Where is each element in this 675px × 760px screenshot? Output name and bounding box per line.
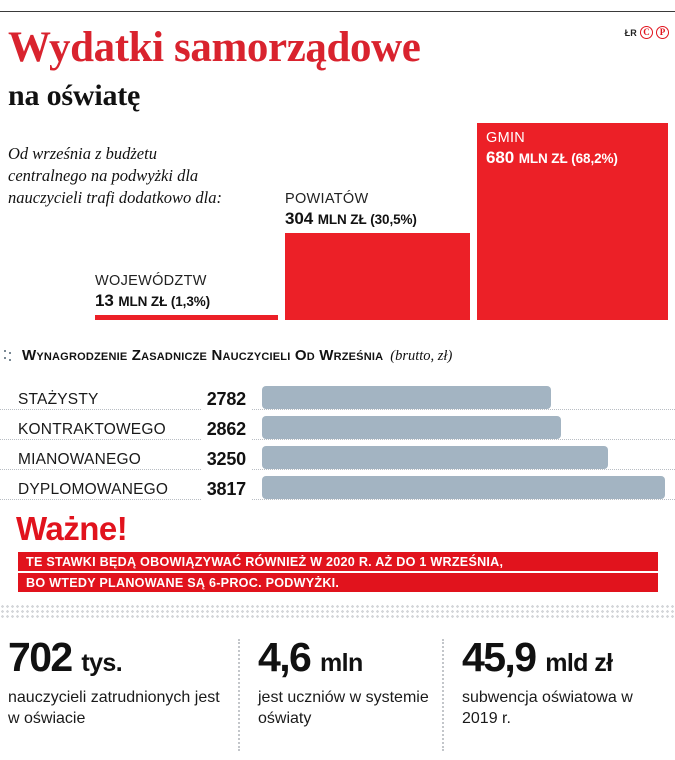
page-title: Wydatki samorządowe <box>8 24 421 71</box>
bar-value-number-powiatow: 304 <box>285 208 314 228</box>
stat-teachers: 702 tys. nauczycieli zatrudnionych jest … <box>8 637 230 729</box>
stat-subsidy-value: 45,9 mld zł <box>462 634 613 680</box>
stat-divider-1 <box>238 639 240 751</box>
bar-value-number-gmin: 680 <box>486 148 515 168</box>
table-row: STAŻYSTY 2782 <box>0 383 675 413</box>
stat-divider-2 <box>442 639 444 751</box>
salary-label-kontraktowego: KONTRAKTOWEGO <box>18 421 170 439</box>
bar-chart: WOJEWÓDZTW 13 MLN ZŁ (1,3%) POWIATÓW 304… <box>0 110 675 320</box>
stat-teachers-value: 702 tys. <box>8 634 123 680</box>
bar-column-gmin: GMIN 680 MLN ZŁ (68,2%) <box>477 123 668 320</box>
intro-paragraph: Od września z budżetu centralnego na pod… <box>8 144 223 207</box>
salary-label-mianowanego: MIANOWANEGO <box>18 451 146 469</box>
table-row: KONTRAKTOWEGO 2862 <box>0 413 675 443</box>
summary-stats: 702 tys. nauczycieli zatrudnionych jest … <box>0 637 675 757</box>
bar-label-gmin: GMIN 680 MLN ZŁ (68,2%) <box>486 129 618 168</box>
dotted-separator-band <box>0 603 675 619</box>
bar-value-gmin: 680 MLN ZŁ (68,2%) <box>486 147 618 168</box>
important-heading: Ważne! <box>16 510 128 547</box>
stat-students-desc: jest uczniów w systemie oświaty <box>258 689 429 728</box>
stat-teachers-unit: tys. <box>81 649 123 677</box>
important-banner-line2: BO WTEDY PLANOWANE SĄ 6-PROC. PODWYŻKI. <box>18 573 658 592</box>
stat-students-unit: mln <box>320 649 363 677</box>
salary-bar-dyplomowanego <box>262 476 665 499</box>
stat-subsidy-desc: subwencja oświatowa w 2019 r. <box>462 689 633 728</box>
top-divider <box>0 11 675 12</box>
bar-rect-powiatow <box>285 233 470 320</box>
salary-bar-mianowanego <box>262 446 608 469</box>
salary-section-note: (brutto, zł) <box>390 348 453 364</box>
stat-teachers-desc: nauczycieli zatrudnionych jest w oświaci… <box>8 689 220 728</box>
table-row: DYPLOMOWANEGO 3817 <box>0 473 675 503</box>
salary-label-stazysty: STAŻYSTY <box>18 391 103 409</box>
salary-label-dyplomowanego: DYPLOMOWANEGO <box>18 481 173 499</box>
bar-value-number-wojewodztw: 13 <box>95 290 114 310</box>
stat-subsidy: 45,9 mld zł subwencja oświatowa w 2019 r… <box>462 637 667 729</box>
bar-value-rest-gmin: MLN ZŁ (68,2%) <box>518 151 618 167</box>
row-leader-dots <box>0 409 675 410</box>
salary-section-header: Wynagrodzenie zasadnicze nauczycieli od … <box>22 347 452 365</box>
credit-badge: ŁR C P <box>625 26 669 39</box>
bar-value-rest-powiatow: MLN ZŁ (30,5%) <box>317 211 417 227</box>
copyright-icon: C <box>640 26 653 39</box>
important-banner-line1: TE STAWKI BĘDĄ OBOWIĄZYWAĆ RÓWNIEŻ W 202… <box>18 552 658 571</box>
row-leader-dots <box>0 469 675 470</box>
bar-rect-gmin: GMIN 680 MLN ZŁ (68,2%) <box>477 123 668 320</box>
bar-column-wojewodztw: WOJEWÓDZTW 13 MLN ZŁ (1,3%) <box>95 273 278 320</box>
row-leader-dots <box>0 439 675 440</box>
bar-value-wojewodztw: 13 MLN ZŁ (1,3%) <box>95 290 210 311</box>
salary-bar-stazysty <box>262 386 551 409</box>
bar-name-gmin: GMIN <box>486 130 526 146</box>
section-dot-icon <box>4 350 15 363</box>
bar-label-powiatow: POWIATÓW 304 MLN ZŁ (30,5%) <box>285 190 417 229</box>
bar-column-powiatow: POWIATÓW 304 MLN ZŁ (30,5%) <box>285 191 470 320</box>
stat-subsidy-unit: mld zł <box>545 649 613 677</box>
salary-section-title: Wynagrodzenie zasadnicze nauczycieli od … <box>22 347 384 364</box>
bar-name-wojewodztw: WOJEWÓDZTW <box>95 272 207 289</box>
bar-label-wojewodztw: WOJEWÓDZTW 13 MLN ZŁ (1,3%) <box>95 272 210 311</box>
author-initials: ŁR <box>624 27 637 38</box>
salary-table: STAŻYSTY 2782 KONTRAKTOWEGO 2862 MIANOWA… <box>0 383 675 503</box>
row-leader-dots <box>0 499 675 500</box>
bar-value-rest-wojewodztw: MLN ZŁ (1,3%) <box>118 293 211 309</box>
bar-value-powiatow: 304 MLN ZŁ (30,5%) <box>285 208 417 229</box>
page-subtitle: na oświatę <box>8 79 141 112</box>
table-row: MIANOWANEGO 3250 <box>0 443 675 473</box>
salary-bar-kontraktowego <box>262 416 561 439</box>
stat-students-value: 4,6 mln <box>258 634 363 680</box>
bar-name-powiatow: POWIATÓW <box>285 190 369 207</box>
bar-rect-wojewodztw <box>95 315 278 320</box>
published-icon: P <box>656 26 669 39</box>
stat-students: 4,6 mln jest uczniów w systemie oświaty <box>258 637 438 729</box>
